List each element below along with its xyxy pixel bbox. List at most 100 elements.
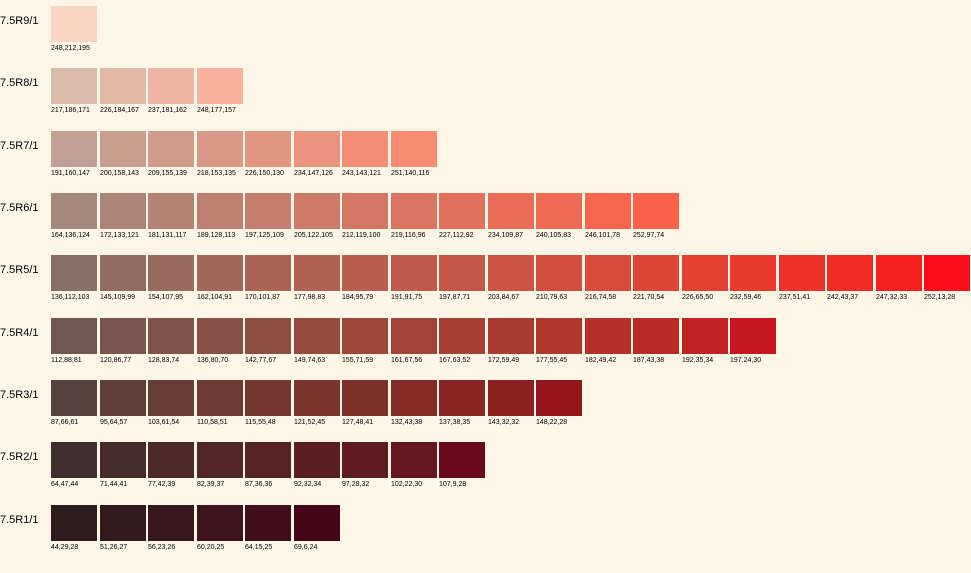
rgb-value-label: 237,181,162	[148, 107, 187, 114]
rgb-value-label: 226,65,50	[682, 294, 714, 301]
color-swatch	[148, 380, 194, 416]
rgb-value-label: 197,87,71	[439, 294, 471, 301]
color-swatch	[245, 318, 291, 354]
rgb-value-label: 216,74,58	[585, 294, 617, 301]
color-swatch	[51, 131, 97, 167]
color-swatch	[51, 193, 97, 229]
row-label: 7.5R9/1	[0, 15, 39, 27]
color-swatch	[197, 68, 243, 104]
rgb-value-label: 177,55,45	[536, 357, 568, 364]
rgb-value-label: 110,58,51	[197, 419, 228, 426]
color-swatch	[197, 442, 243, 478]
color-swatch	[100, 380, 146, 416]
color-swatch	[51, 68, 97, 104]
color-swatch	[536, 380, 582, 416]
rgb-value-label: 234,109,87	[488, 232, 524, 239]
color-swatch	[488, 318, 534, 354]
rgb-value-label: 115,55,48	[245, 419, 276, 426]
rgb-value-label: 243,143,121	[342, 170, 381, 177]
rgb-value-label: 232,59,46	[730, 294, 762, 301]
rgb-value-label: 107,9,28	[439, 481, 467, 488]
color-swatch	[100, 68, 146, 104]
rgb-value-label: 218,153,135	[197, 170, 236, 177]
color-swatch	[148, 131, 194, 167]
rgb-value-label: 112,88,81	[51, 357, 82, 364]
rgb-value-label: 226,150,130	[245, 170, 284, 177]
rgb-value-label: 209,155,139	[148, 170, 187, 177]
rgb-value-label: 234,147,126	[294, 170, 333, 177]
rgb-value-label: 128,83,74	[148, 357, 180, 364]
color-swatch	[197, 255, 243, 291]
rgb-value-label: 162,104,91	[197, 294, 233, 301]
color-swatch	[585, 318, 631, 354]
color-swatch	[51, 318, 97, 354]
rgb-value-label: 210,79,63	[536, 294, 568, 301]
rgb-value-label: 167,63,52	[439, 357, 471, 364]
rgb-value-label: 177,98,83	[294, 294, 326, 301]
rgb-value-label: 102,22,30	[391, 481, 423, 488]
color-swatch	[294, 131, 340, 167]
rgb-value-label: 95,64,57	[100, 419, 128, 426]
rgb-value-label: 200,158,143	[100, 170, 139, 177]
color-swatch	[245, 131, 291, 167]
color-swatch	[197, 380, 243, 416]
color-swatch	[100, 318, 146, 354]
rgb-value-label: 82,39,37	[197, 481, 225, 488]
row-label: 7.5R1/1	[0, 514, 39, 526]
color-swatch	[197, 193, 243, 229]
color-swatch	[148, 505, 194, 541]
rgb-value-label: 77,42,39	[148, 481, 176, 488]
rgb-value-label: 92,32,34	[294, 481, 322, 488]
rgb-value-label: 161,67,56	[391, 357, 423, 364]
rgb-value-label: 247,32,33	[876, 294, 908, 301]
color-swatch	[730, 255, 776, 291]
rgb-value-label: 203,84,67	[488, 294, 520, 301]
rgb-value-label: 240,105,83	[536, 232, 572, 239]
rgb-value-label: 172,59,49	[488, 357, 520, 364]
rgb-value-label: 164,136,124	[51, 232, 90, 239]
color-swatch	[148, 255, 194, 291]
color-swatch	[245, 505, 291, 541]
color-swatch	[633, 193, 679, 229]
color-swatch	[342, 255, 388, 291]
color-swatch	[245, 442, 291, 478]
row-label: 7.5R5/1	[0, 264, 39, 276]
rgb-value-label: 237,51,41	[779, 294, 811, 301]
color-swatch	[342, 131, 388, 167]
rgb-value-label: 227,112,92	[439, 232, 474, 239]
rgb-value-label: 154,107,95	[148, 294, 184, 301]
rgb-value-label: 149,74,63	[294, 357, 326, 364]
color-swatch	[294, 193, 340, 229]
color-swatch	[391, 131, 437, 167]
rgb-value-label: 205,122,105	[294, 232, 333, 239]
rgb-value-label: 71,44,41	[100, 481, 128, 488]
rgb-value-label: 226,184,167	[100, 107, 139, 114]
color-swatch	[51, 6, 97, 42]
rgb-value-label: 181,131,117	[148, 232, 187, 239]
color-swatch	[536, 318, 582, 354]
color-swatch	[342, 193, 388, 229]
color-swatch	[342, 318, 388, 354]
color-swatch	[391, 380, 437, 416]
color-swatch	[488, 380, 534, 416]
rgb-value-label: 242,43,37	[827, 294, 859, 301]
color-swatch	[827, 255, 873, 291]
rgb-value-label: 212,119,100	[342, 232, 381, 239]
color-swatch	[100, 442, 146, 478]
rgb-value-label: 221,70,54	[633, 294, 665, 301]
color-swatch	[585, 255, 631, 291]
row-label: 7.5R2/1	[0, 451, 39, 463]
color-swatch	[439, 255, 485, 291]
color-swatch	[536, 193, 582, 229]
rgb-value-label: 69,6,24	[294, 544, 318, 551]
rgb-value-label: 145,109,99	[100, 294, 136, 301]
color-swatch	[633, 255, 679, 291]
rgb-value-label: 97,28,32	[342, 481, 370, 488]
rgb-value-label: 120,86,77	[100, 357, 132, 364]
color-swatch	[439, 442, 485, 478]
color-swatch	[294, 255, 340, 291]
rgb-value-label: 143,32,32	[488, 419, 520, 426]
rgb-value-label: 248,212,195	[51, 45, 90, 52]
color-swatch	[100, 505, 146, 541]
rgb-value-label: 137,38,35	[439, 419, 471, 426]
